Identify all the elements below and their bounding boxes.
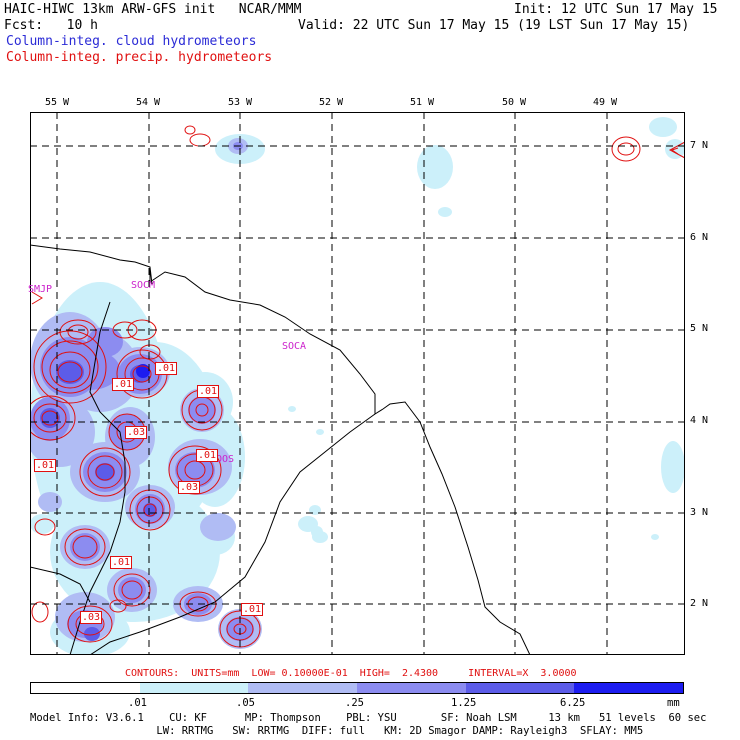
forecast-hour: Fcst: 10 h xyxy=(4,18,98,33)
contour-label: .01 xyxy=(241,603,264,616)
station-label: SOOS xyxy=(210,454,235,465)
precip-field-title: Column-integ. precip. hydrometeors xyxy=(6,50,273,65)
contour-label: .01 xyxy=(196,449,219,462)
colorbar-tick: .01 xyxy=(128,697,147,709)
lon-label: 52 W xyxy=(319,97,344,108)
contour-label: .01 xyxy=(197,385,220,398)
lon-label: 50 W xyxy=(502,97,527,108)
map-plot-area xyxy=(30,112,685,655)
station-label: SMJP xyxy=(28,284,53,295)
lon-label: 54 W xyxy=(136,97,161,108)
station-label: SOCA xyxy=(282,341,307,352)
contour-label: .03 xyxy=(80,611,103,624)
coastline xyxy=(30,244,531,655)
lat-label: 5 N xyxy=(690,323,709,334)
lat-ticks xyxy=(678,145,685,605)
colorbar-tick: 1.25 xyxy=(451,697,477,709)
lon-label: 51 W xyxy=(410,97,435,108)
contour-label: .01 xyxy=(110,556,133,569)
colorbar-unit: mm xyxy=(667,697,680,709)
model-info-line2: LW: RRTMG SW: RRTMG DIFF: full KM: 2D Sm… xyxy=(30,725,644,737)
contour-label: .03 xyxy=(178,481,201,494)
latlon-grid xyxy=(30,112,685,655)
colorbar-segment xyxy=(465,683,575,693)
colorbar xyxy=(30,682,684,694)
colorbar-segment xyxy=(31,683,140,693)
cloud-field-title: Column-integ. cloud hydrometeors xyxy=(6,34,257,49)
lon-label: 53 W xyxy=(228,97,253,108)
init-time: Init: 12 UTC Sun 17 May 15 xyxy=(514,2,718,17)
contour-info: CONTOURS: UNITS=mm LOW= 0.10000E-01 HIGH… xyxy=(125,668,577,679)
lon-label: 55 W xyxy=(45,97,70,108)
lat-label: 4 N xyxy=(690,415,709,426)
colorbar-segment xyxy=(248,683,358,693)
colorbar-segment xyxy=(357,683,466,693)
colorbar-segment xyxy=(139,683,249,693)
colorbar-tick: .05 xyxy=(236,697,255,709)
station-label: SOCM xyxy=(131,280,156,291)
colorbar-segment xyxy=(574,683,684,693)
contour-label: .01 xyxy=(112,378,135,391)
colorbar-tick: .25 xyxy=(345,697,364,709)
run-title: HAIC-HIWC 13km ARW-GFS init NCAR/MMM xyxy=(4,2,302,17)
lat-label: 3 N xyxy=(690,507,709,518)
lat-label: 2 N xyxy=(690,598,709,609)
contour-label: .03 xyxy=(125,426,148,439)
colorbar-tick: 6.25 xyxy=(560,697,586,709)
contour-label: .01 xyxy=(34,459,57,472)
model-info-line1: Model Info: V3.6.1 CU: KF MP: Thompson P… xyxy=(30,712,707,724)
lon-label: 49 W xyxy=(593,97,618,108)
lat-label: 7 N xyxy=(690,140,709,151)
valid-time: Valid: 22 UTC Sun 17 May 15 (19 LST Sun … xyxy=(298,18,690,33)
contour-label: .01 xyxy=(155,362,178,375)
lat-label: 6 N xyxy=(690,232,709,243)
